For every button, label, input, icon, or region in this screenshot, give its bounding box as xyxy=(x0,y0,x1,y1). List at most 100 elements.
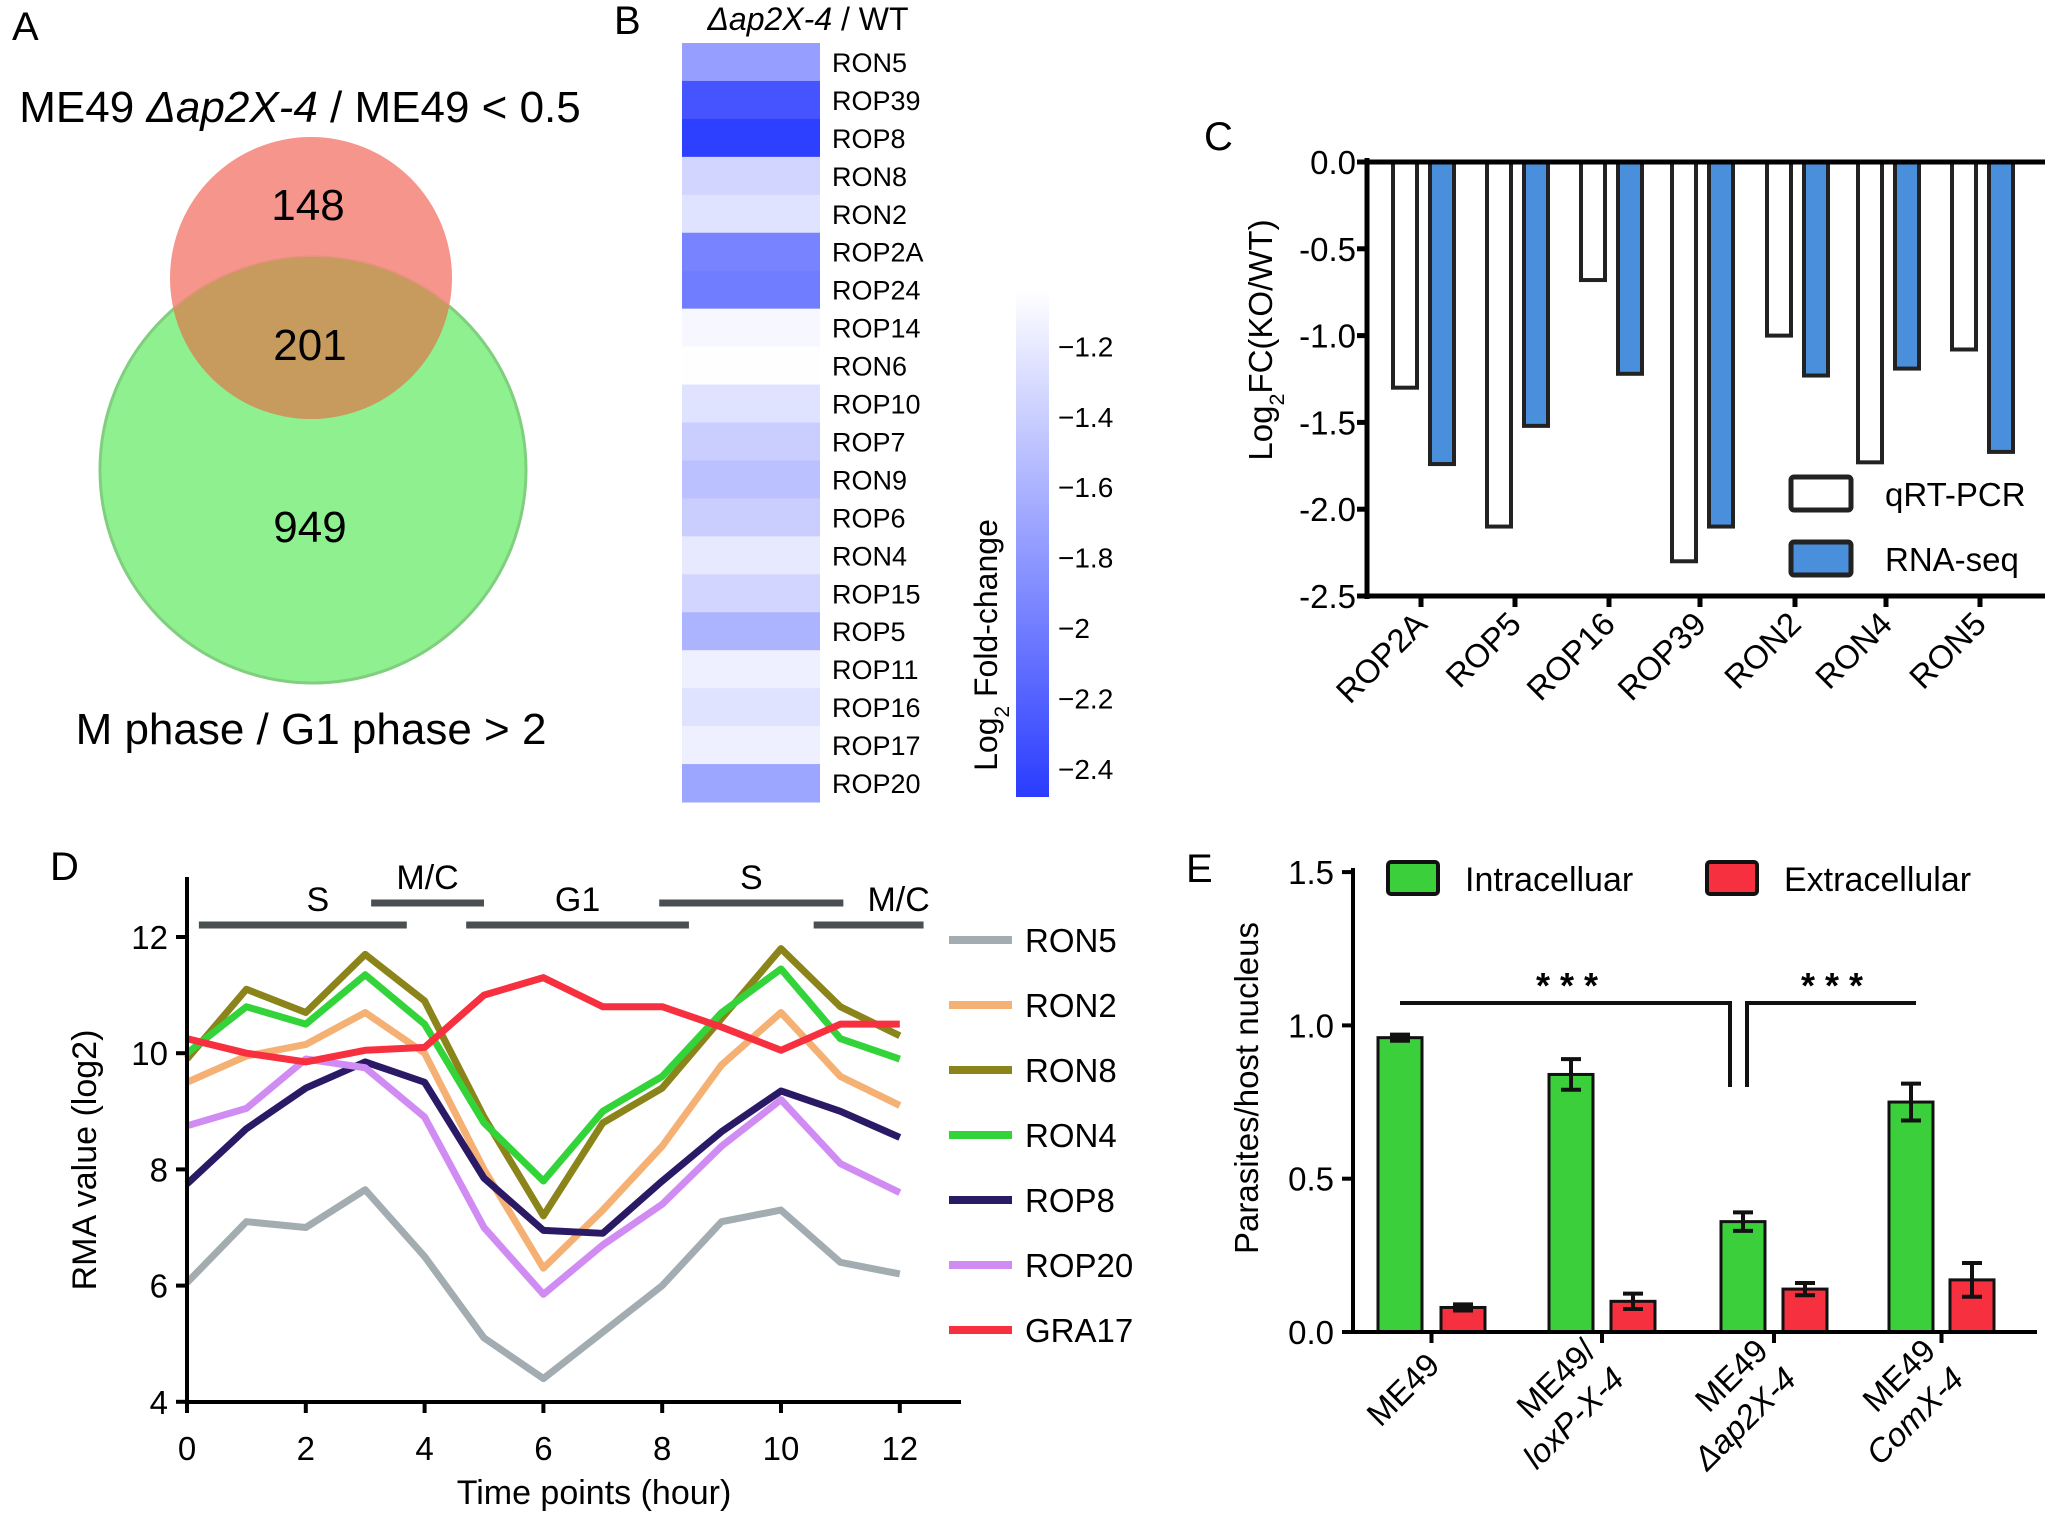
x-tick-label: 6 xyxy=(534,1430,552,1467)
legend-label: RON8 xyxy=(1025,1052,1117,1089)
y-tick-label: 0.5 xyxy=(1288,1161,1334,1198)
panel-a-venn: ME49 Δap2X-4 / ME49 < 0.5 148 201 949 M phas… xyxy=(19,83,581,754)
panel-d-line-chart: S M/C G1 S M/C RON5 RON2 RON8 RON4 ROP8 ROP20 GRA17… xyxy=(66,859,1133,1512)
line-gra17 xyxy=(186,974,900,1066)
y-tick-label: 4 xyxy=(150,1384,168,1421)
heatmap-cell-rop24 xyxy=(682,270,820,310)
bar-qrt-pcr-ron5 xyxy=(1950,160,1978,352)
text-part: ME49 xyxy=(19,83,146,132)
line-ron4 xyxy=(184,965,901,1185)
colorbar-tick-label: −1.6 xyxy=(1058,472,1113,503)
text-part: / ME49 < 0.5 xyxy=(318,83,581,132)
x-tick-label: 4 xyxy=(415,1430,433,1467)
text-part: Δap2X-4 xyxy=(145,83,317,132)
legend-label: GRA17 xyxy=(1025,1312,1133,1349)
x-tick-label: ROP16 xyxy=(1519,605,1622,708)
heatmap-cell-rop8 xyxy=(682,118,820,158)
error-bar xyxy=(1733,1210,1753,1233)
error-bar xyxy=(1453,1302,1473,1313)
venn-count-overlap: 201 xyxy=(273,321,346,370)
phase-label: S xyxy=(306,881,329,919)
x-tick-label: ROP2A xyxy=(1329,605,1434,710)
error-bar xyxy=(1623,1291,1643,1312)
x-tick-label: ME49/loxP-X-4 xyxy=(1487,1331,1632,1476)
heatmap-row-label: ROP16 xyxy=(832,693,921,723)
heatmap-cell-rop6 xyxy=(682,498,820,537)
bar-rna-seq-ron4 xyxy=(1893,160,1921,371)
y-tick-label: 0.0 xyxy=(1288,1314,1334,1351)
y-tick-label: 10 xyxy=(131,1035,168,1072)
significance-bracket xyxy=(1400,1001,1732,1087)
heatmap-row-label: RON2 xyxy=(832,200,907,230)
heatmap-cell-rop11 xyxy=(682,650,820,689)
bar-rna-seq-rop5 xyxy=(1522,160,1550,428)
legend-label: Intracelluar xyxy=(1465,861,1633,899)
bar-intracelluar-3 xyxy=(1887,1100,1935,1334)
bar-rna-seq-rop2a xyxy=(1428,160,1456,467)
heatmap-row-label: ROP24 xyxy=(832,276,921,306)
x-tick-label: ME49Δap2X-4 xyxy=(1657,1332,1803,1478)
colorbar xyxy=(1016,290,1049,797)
error-bar xyxy=(1962,1261,1982,1299)
heatmap-row-label: RON6 xyxy=(832,352,907,382)
bar-qrt-pcr-rop2a xyxy=(1391,160,1419,390)
heatmap-row-label: ROP6 xyxy=(832,503,906,533)
y-tick-label: 6 xyxy=(150,1268,168,1305)
text-part: Fold-change xyxy=(968,519,1004,706)
heatmap-row-label: ROP5 xyxy=(832,617,906,647)
venn-overlap xyxy=(170,257,452,419)
heatmap-cell-rop7 xyxy=(682,422,820,461)
text-part: FC(KO/WT) xyxy=(1242,219,1279,393)
error-bar xyxy=(1561,1057,1581,1092)
legend-label: qRT-PCR xyxy=(1885,476,2026,513)
y-axis-label: Parasites/host nucleus xyxy=(1228,922,1265,1254)
bar-qrt-pcr-rop39 xyxy=(1670,160,1698,564)
y-axis-label: RMA value (log2) xyxy=(66,1030,104,1291)
panel-label-b: B xyxy=(614,0,641,43)
venn-bottom-label: M phase / G1 phase > 2 xyxy=(76,705,547,754)
text-part: Log xyxy=(1242,406,1279,461)
x-tick-label: 2 xyxy=(297,1430,315,1467)
panel-label-d: D xyxy=(50,845,79,889)
heatmap-row-label: ROP11 xyxy=(832,655,919,685)
line-ron2 xyxy=(185,1009,902,1272)
colorbar-tick-label: −2.4 xyxy=(1058,754,1113,785)
y-tick-label: 12 xyxy=(131,919,168,956)
heatmap-title: Δap2X-4 / WT xyxy=(706,1,908,37)
legend-label: RNA-seq xyxy=(1885,541,2019,578)
x-tick-label: 12 xyxy=(881,1430,918,1467)
phase-label: S xyxy=(740,859,763,897)
x-tick-label: ME49 xyxy=(1359,1346,1446,1433)
heatmap-row-label: RON9 xyxy=(832,465,907,495)
bar-qrt-pcr-rop5 xyxy=(1485,160,1513,529)
panel-label-e: E xyxy=(1186,847,1213,891)
legend-label: ROP8 xyxy=(1025,1182,1115,1219)
x-tick-label: RON4 xyxy=(1808,605,1899,696)
heatmap-row-label: ROP2A xyxy=(832,238,924,268)
panel-label-a: A xyxy=(12,5,39,49)
colorbar-tick-label: −1.8 xyxy=(1058,543,1113,574)
heatmap-cell-rop14 xyxy=(682,308,820,348)
x-tick-label: RON5 xyxy=(1902,605,1993,696)
error-bar xyxy=(1795,1280,1815,1298)
y-tick-label: -0.5 xyxy=(1299,231,1356,268)
x-tick-label: 0 xyxy=(178,1430,196,1467)
text-part: Δap2X-4 xyxy=(706,1,832,37)
text-part: 2 xyxy=(1265,394,1289,406)
bar-intracelluar-2 xyxy=(1719,1220,1767,1334)
venn-count-mphase-only: 949 xyxy=(273,503,346,552)
heatmap-row-label: ROP15 xyxy=(832,579,921,609)
heatmap-row-label: ROP17 xyxy=(832,731,921,761)
heatmap-cell-ron4 xyxy=(682,536,820,575)
bar-rna-seq-rop16 xyxy=(1616,160,1644,376)
heatmap-row-label: RON5 xyxy=(832,48,907,78)
heatmap-cell-ron2 xyxy=(682,194,820,234)
y-tick-label: 0.0 xyxy=(1310,144,1356,181)
bar-intracelluar-1 xyxy=(1547,1072,1595,1334)
legend-label: Extracellular xyxy=(1784,861,1971,899)
bar-intracelluar-0 xyxy=(1376,1036,1424,1334)
text-part: Log xyxy=(968,717,1004,770)
text-part: 2 xyxy=(991,706,1014,718)
bar-rna-seq-ron5 xyxy=(1987,160,2015,454)
heatmap-cell-rop20 xyxy=(682,764,820,803)
